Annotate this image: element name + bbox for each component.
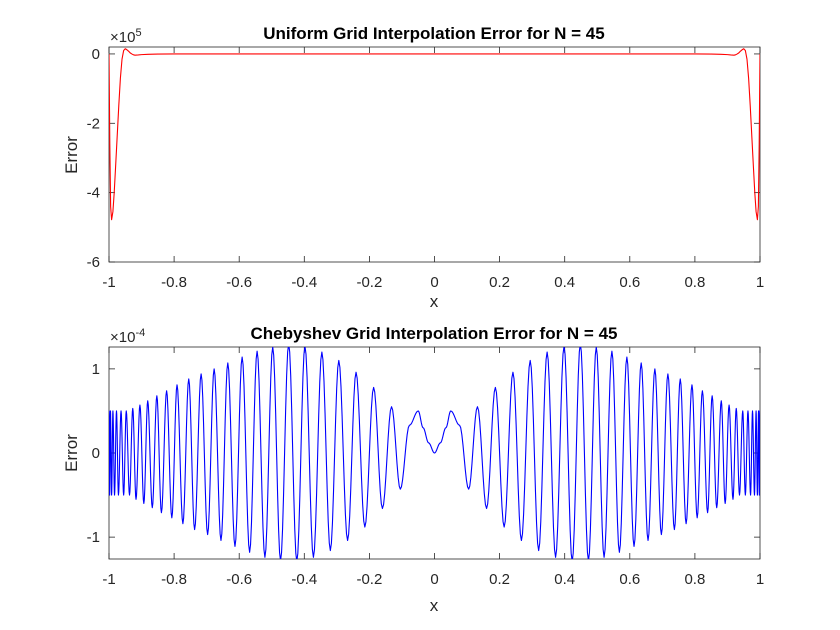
chebyshev-grid-y-ticks: -1 0 1 (87, 361, 760, 546)
chebyshev-grid-y-tick-label: -1 (87, 529, 100, 546)
chebyshev-grid-title: Chebyshev Grid Interpolation Error for N… (251, 324, 618, 343)
chebyshev-grid-error-line (109, 347, 760, 559)
uniform-grid-axes: Uniform Grid Interpolation Error for N =… (62, 24, 764, 311)
uniform-grid-x-tick-label: -0.8 (161, 274, 187, 291)
chebyshev-grid-x-tick-label: -0.4 (291, 571, 317, 588)
uniform-grid-y-exponent-base: ×10 (110, 29, 135, 46)
chebyshev-grid-y-exponent-power: -4 (135, 327, 145, 339)
uniform-grid-x-tick-label: 0.2 (489, 274, 510, 291)
chebyshev-grid-x-tick-label: 0.2 (489, 571, 510, 588)
uniform-grid-x-axis-label: x (430, 292, 439, 311)
uniform-grid-y-tick-label: 0 (92, 46, 100, 63)
uniform-grid-x-tick-label: 1 (756, 274, 764, 291)
chebyshev-grid-x-tick-label: -0.8 (161, 571, 187, 588)
chebyshev-grid-x-axis-label: x (430, 596, 439, 615)
uniform-grid-y-tick-label: -6 (87, 254, 100, 271)
uniform-grid-x-tick-label: 0.4 (554, 274, 575, 291)
chebyshev-grid-y-axis-label: Error (62, 434, 81, 472)
uniform-grid-y-ticks: -6 -4 -2 0 (87, 46, 760, 271)
chebyshev-grid-x-tick-label: 0.6 (619, 571, 640, 588)
uniform-grid-x-tick-label: 0.6 (619, 274, 640, 291)
uniform-grid-y-tick-label: -2 (87, 115, 100, 132)
chebyshev-grid-series (109, 347, 760, 559)
chebyshev-grid-y-exponent-base: ×10 (110, 329, 135, 346)
chebyshev-grid-y-exponent: ×10-4 (110, 327, 145, 346)
chebyshev-grid-x-tick-label: 0 (430, 571, 438, 588)
chebyshev-grid-x-ticks: -1 -0.8 -0.6 -0.4 -0.2 0 0.2 0.4 0.6 0.8 1 (102, 347, 764, 588)
chebyshev-grid-x-tick-label: -0.2 (356, 571, 382, 588)
chebyshev-grid-x-tick-label: -0.6 (226, 571, 252, 588)
chebyshev-grid-axes: Chebyshev Grid Interpolation Error for N… (62, 324, 764, 615)
uniform-grid-error-line (109, 48, 760, 221)
uniform-grid-title: Uniform Grid Interpolation Error for N =… (263, 24, 604, 43)
uniform-grid-y-tick-label: -4 (87, 185, 100, 202)
uniform-grid-x-tick-label: 0.8 (684, 274, 705, 291)
uniform-grid-x-tick-label: -0.6 (226, 274, 252, 291)
uniform-grid-x-tick-label: -0.4 (291, 274, 317, 291)
chebyshev-grid-y-tick-label: 0 (92, 445, 100, 462)
uniform-grid-plot-area (108, 46, 761, 263)
chebyshev-grid-x-tick-label: 0.8 (684, 571, 705, 588)
uniform-grid-x-ticks: -1 -0.8 -0.6 -0.4 -0.2 0 0.2 0.4 0.6 0.8 1 (102, 47, 764, 291)
uniform-grid-y-exponent: ×105 (110, 27, 142, 46)
uniform-grid-series (109, 48, 760, 221)
uniform-grid-y-axis-label: Error (62, 136, 81, 174)
uniform-grid-x-tick-label: 0 (430, 274, 438, 291)
uniform-grid-y-exponent-power: 5 (135, 27, 141, 39)
uniform-grid-x-tick-label: -0.2 (356, 274, 382, 291)
chebyshev-grid-x-tick-label: -1 (102, 571, 115, 588)
chebyshev-grid-y-tick-label: 1 (92, 361, 100, 378)
uniform-grid-x-tick-label: -1 (102, 274, 115, 291)
chebyshev-grid-x-tick-label: 1 (756, 571, 764, 588)
chebyshev-grid-x-tick-label: 0.4 (554, 571, 575, 588)
